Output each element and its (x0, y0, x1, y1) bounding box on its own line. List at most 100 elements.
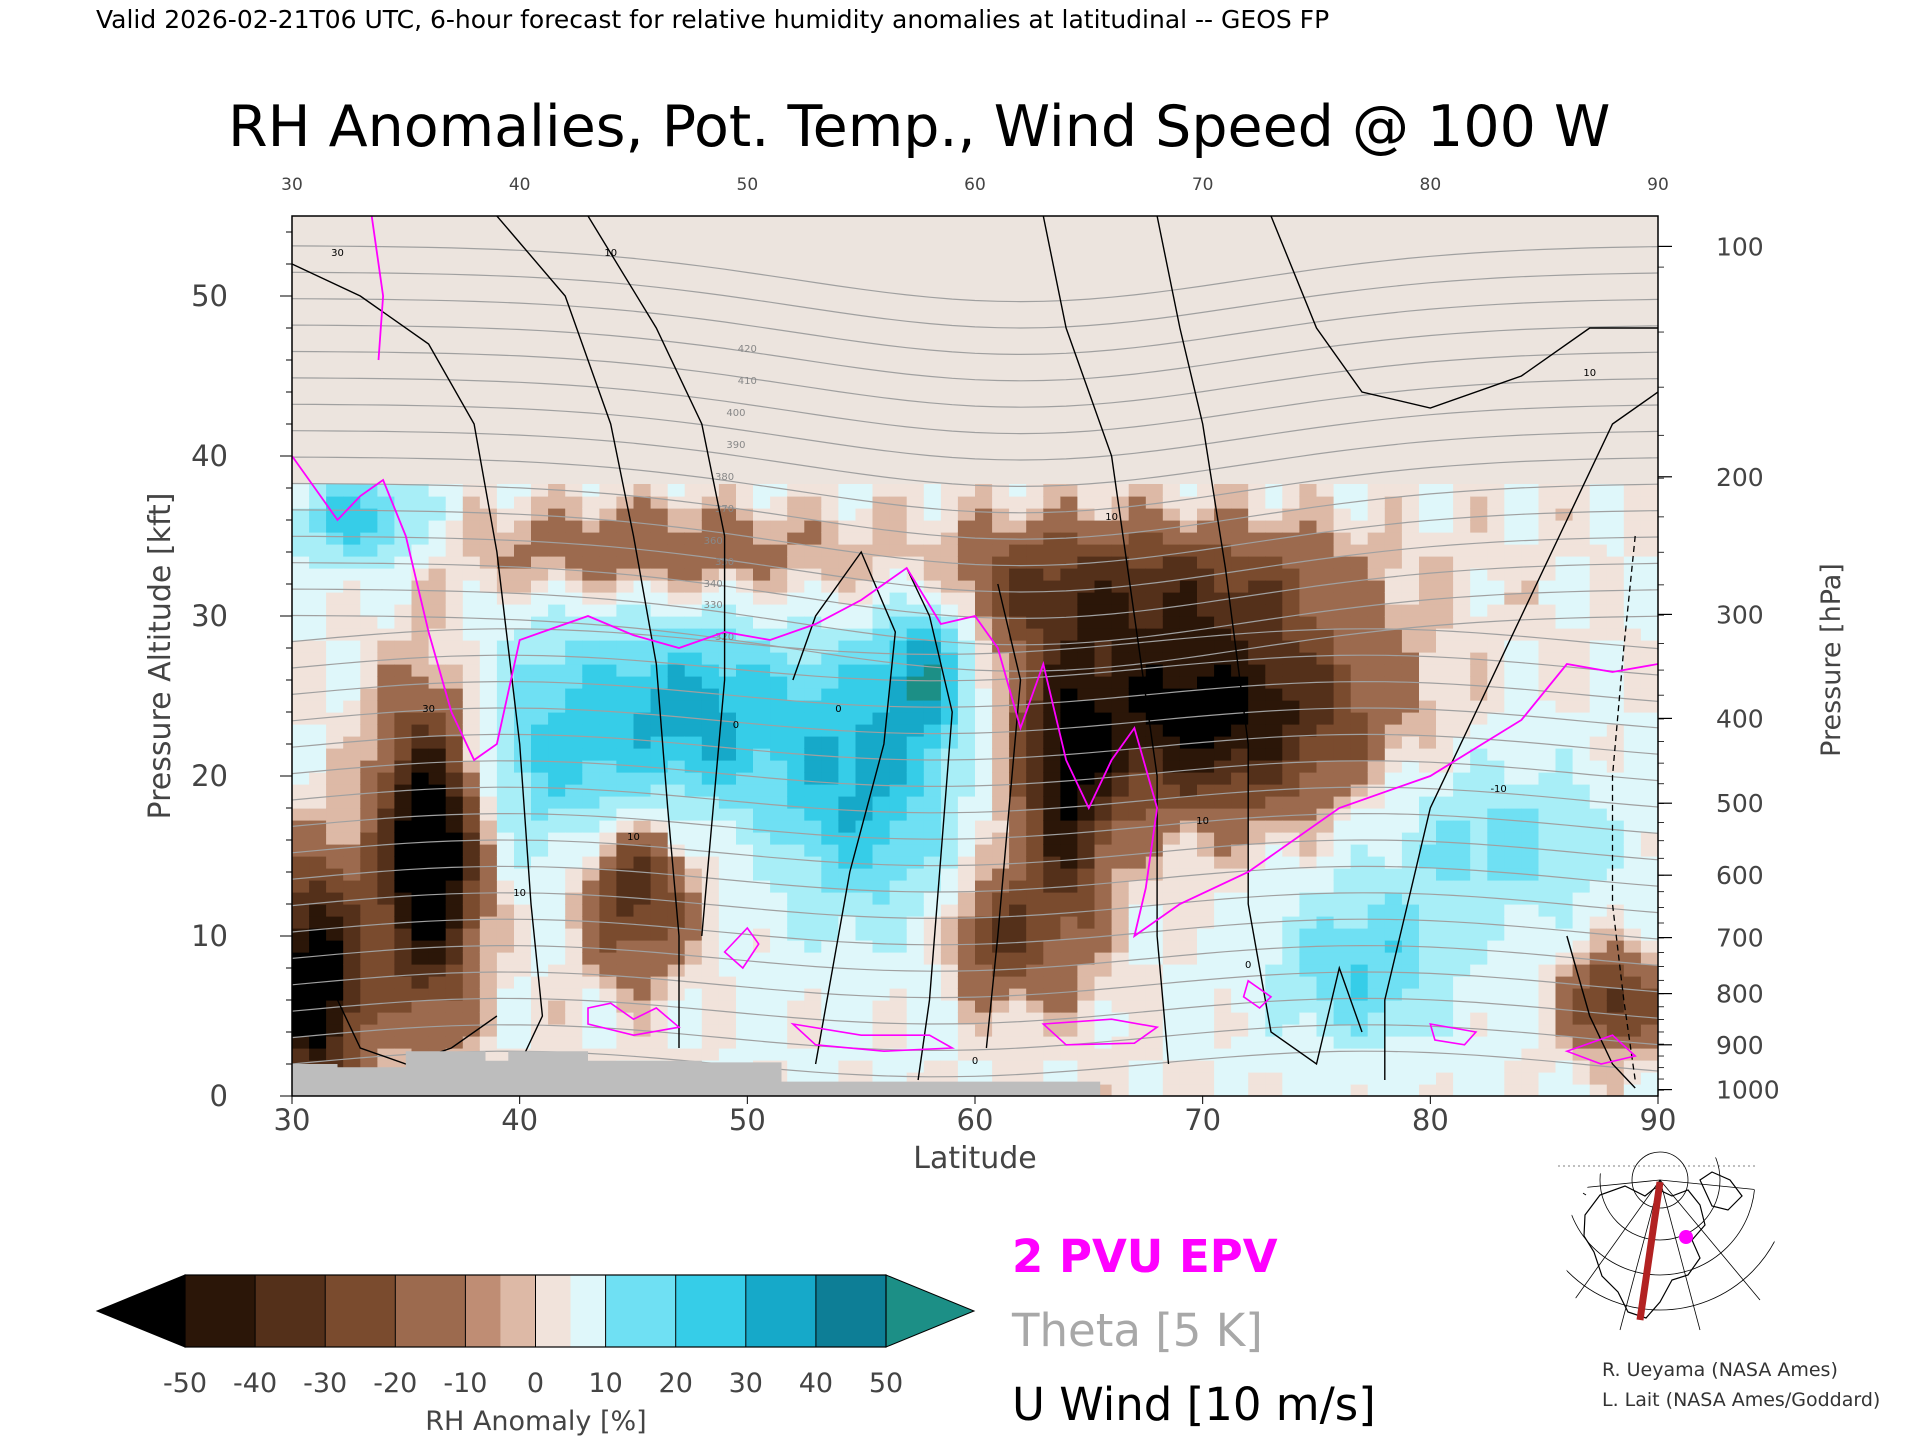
field-cell (804, 1012, 822, 1025)
field-cell (650, 808, 669, 821)
field-cell (1179, 604, 1198, 617)
field-cell (1640, 580, 1658, 593)
field-cell (787, 820, 805, 833)
field-cell (1316, 952, 1335, 965)
field-cell (343, 916, 361, 929)
epv-contour-blob (587, 1002, 681, 1037)
field-cell (292, 484, 310, 497)
field-cell (394, 832, 413, 845)
field-cell (906, 484, 925, 497)
field-cell (992, 604, 1010, 617)
field-cell (957, 484, 976, 497)
field-cell (1333, 760, 1352, 773)
field-cell (1197, 1084, 1215, 1096)
field-cell (1060, 904, 1079, 917)
wind-contour-negative (1611, 535, 1636, 1081)
field-cell (701, 700, 720, 713)
field-cell (1384, 556, 1403, 569)
field-cell (514, 496, 532, 509)
field-cell (1521, 952, 1540, 965)
field-cell (1299, 988, 1318, 1001)
field-cell (940, 1048, 959, 1061)
field-cell (1572, 568, 1591, 581)
field-cell (753, 1036, 771, 1049)
field-cell (1111, 904, 1130, 917)
field-cell (1623, 940, 1642, 953)
field-cell (787, 628, 805, 641)
field-cell (1436, 820, 1454, 833)
field-cell (1367, 664, 1386, 677)
field-cell (1316, 880, 1335, 893)
field-cell (599, 868, 618, 881)
field-cell (1060, 520, 1079, 533)
field-cell (992, 1060, 1010, 1073)
field-cell (1316, 760, 1335, 773)
field-cell (1504, 1072, 1522, 1085)
field-cell (889, 712, 908, 725)
field-cell (411, 952, 430, 965)
field-cell (1214, 832, 1232, 845)
field-cell (377, 688, 396, 701)
field-cell (650, 676, 669, 689)
field-cell (428, 1000, 447, 1013)
theta-contour (292, 892, 1658, 920)
field-cell (975, 616, 993, 629)
field-cell (736, 832, 754, 845)
field-cell (1623, 964, 1642, 977)
field-cell (1077, 808, 1096, 821)
field-cell (343, 508, 361, 521)
field-cell (770, 916, 788, 929)
field-cell (1214, 1048, 1232, 1061)
field-cell (1538, 880, 1557, 893)
field-cell (1384, 640, 1403, 653)
field-cell (889, 904, 908, 917)
field-cell (309, 652, 327, 665)
field-cell (1026, 616, 1044, 629)
field-cell (633, 664, 652, 677)
field-cell (821, 832, 839, 845)
field-cell (1589, 940, 1608, 953)
field-cell (565, 916, 583, 929)
field-cell (1419, 964, 1437, 977)
field-cell (1162, 676, 1181, 689)
field-cell (770, 868, 788, 881)
field-cell (377, 748, 396, 761)
field-cell (548, 520, 566, 533)
field-cell (855, 928, 874, 941)
field-cell (326, 640, 344, 653)
field-cell (599, 676, 618, 689)
field-cell (804, 760, 822, 773)
field-cell (838, 1072, 857, 1085)
field-cell (1094, 1060, 1113, 1073)
field-cell (1111, 556, 1130, 569)
field-cell (650, 964, 669, 977)
field-cell (906, 952, 925, 965)
field-cell (360, 592, 378, 605)
field-cell (1299, 664, 1318, 677)
field-cell (411, 580, 430, 593)
field-cell (1299, 760, 1318, 773)
field-cell (1538, 640, 1557, 653)
field-cell (309, 592, 327, 605)
field-cell (1589, 688, 1608, 701)
field-cell (1060, 892, 1079, 905)
field-cell (1401, 748, 1420, 761)
field-cell (377, 736, 396, 749)
field-cell (633, 736, 652, 749)
field-cell (1009, 952, 1027, 965)
field-cell (770, 988, 788, 1001)
field-cell (1162, 1048, 1181, 1061)
field-cell (804, 1000, 822, 1013)
field-cell (957, 988, 976, 1001)
field-cell (633, 784, 652, 797)
field-cell (923, 832, 942, 845)
field-cell (496, 832, 515, 845)
wind-contour (496, 216, 680, 1048)
field-cell (1367, 844, 1386, 857)
field-cell (1299, 736, 1318, 749)
field-cell (1436, 640, 1454, 653)
theta-contour (292, 971, 1658, 999)
wind-contour (985, 583, 1022, 1049)
legend: 2 PVU EPV Theta [5 K] U Wind [10 m/s] (1011, 1230, 1376, 1431)
field-cell (326, 1048, 344, 1061)
